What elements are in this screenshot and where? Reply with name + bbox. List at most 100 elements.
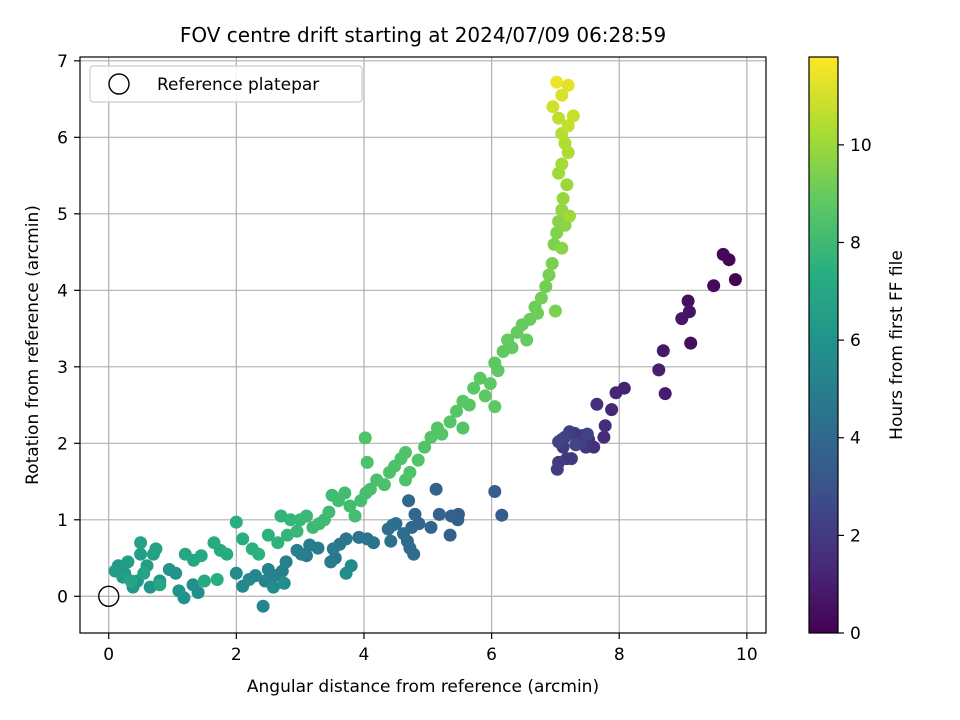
y-tick-label: 4 (57, 281, 68, 301)
data-point (716, 247, 730, 261)
y-tick-label: 2 (57, 434, 68, 454)
x-tick-label: 10 (736, 645, 758, 665)
data-point (194, 549, 208, 563)
data-point (348, 509, 362, 523)
colorbar-label: Hours from first FF file (887, 250, 907, 440)
data-point (343, 499, 357, 513)
data-point (443, 415, 457, 429)
data-point (561, 78, 575, 92)
data-point (352, 530, 366, 544)
data-point (399, 446, 412, 459)
data-point (435, 427, 449, 441)
data-point (339, 566, 353, 580)
data-point (450, 404, 463, 418)
data-point (556, 192, 570, 205)
data-point (397, 527, 410, 541)
data-point (569, 438, 583, 452)
data-point (381, 522, 395, 536)
data-point (548, 304, 562, 318)
chart-title: FOV centre drift starting at 2024/07/09 … (180, 23, 666, 47)
x-tick-label: 6 (486, 645, 497, 665)
data-point (172, 584, 186, 598)
data-point (402, 494, 416, 508)
plot-frame (79, 56, 767, 634)
data-point (153, 578, 167, 592)
data-point (563, 209, 576, 223)
data-point (277, 576, 291, 590)
reference-marker-layer (98, 585, 120, 607)
data-point (303, 538, 317, 552)
y-tick-label: 6 (57, 128, 68, 148)
data-point (675, 312, 689, 326)
data-point (408, 507, 422, 521)
data-point (162, 563, 176, 576)
data-point (424, 430, 438, 444)
data-point (555, 88, 569, 102)
x-tick-label: 0 (103, 645, 114, 665)
data-point (542, 268, 556, 282)
data-point (324, 555, 338, 569)
data-point (220, 547, 234, 561)
data-point (236, 532, 250, 546)
data-point (261, 528, 275, 542)
colorbar-tick-label: 8 (850, 233, 861, 253)
data-point (271, 536, 285, 550)
data-point (134, 547, 148, 561)
x-tick-label: 4 (359, 645, 370, 665)
colorbar-tick-label: 4 (850, 429, 861, 449)
data-point (707, 279, 721, 293)
legend-entry-reference: Reference platepar (157, 75, 319, 95)
data-point (266, 580, 280, 594)
data-point (363, 482, 377, 496)
data-point (290, 524, 304, 538)
data-point (252, 547, 266, 561)
data-point (399, 473, 412, 487)
data-point (290, 543, 304, 557)
data-point (566, 109, 580, 123)
colorbar-tick-label: 0 (850, 624, 861, 644)
x-axis-label: Angular distance from reference (arcmin) (247, 677, 599, 697)
data-point (652, 363, 666, 377)
data-point (605, 403, 619, 417)
data-point (580, 427, 594, 441)
data-point (656, 344, 670, 358)
colorbar-ticks: 0 2 4 6 8 10 (838, 136, 872, 644)
data-point (229, 566, 243, 580)
data-point (473, 371, 487, 385)
y-tick-label: 1 (57, 511, 68, 531)
data-points (108, 75, 742, 613)
data-point (197, 574, 211, 588)
data-point (555, 241, 569, 255)
data-point (338, 486, 352, 500)
data-point (478, 389, 492, 403)
data-point (483, 377, 497, 391)
data-point (684, 336, 698, 350)
data-point (545, 257, 559, 270)
data-point (590, 397, 604, 411)
x-axis-ticks: 0 2 4 6 8 10 (103, 633, 758, 665)
data-point (462, 398, 476, 412)
data-point (488, 400, 502, 414)
data-point (411, 453, 425, 467)
data-point (407, 547, 421, 561)
data-point (520, 333, 534, 347)
data-point (377, 478, 391, 492)
colorbar-tick-label: 2 (850, 526, 861, 546)
data-point (560, 178, 574, 192)
data-point (360, 455, 374, 469)
data-point (552, 111, 566, 125)
y-axis-ticks: 0 1 2 3 4 5 6 7 (57, 52, 80, 607)
data-point (186, 578, 200, 592)
x-tick-label: 8 (614, 645, 625, 665)
data-point (121, 555, 135, 569)
data-point (534, 291, 548, 305)
legend-box (89, 65, 363, 103)
data-point (261, 563, 275, 576)
y-tick-label: 3 (57, 358, 68, 378)
y-axis-label: Rotation from reference (arcmin) (23, 205, 43, 485)
data-point (358, 431, 372, 445)
grid-lines (80, 57, 766, 633)
data-point (322, 505, 336, 519)
data-point (505, 341, 519, 355)
